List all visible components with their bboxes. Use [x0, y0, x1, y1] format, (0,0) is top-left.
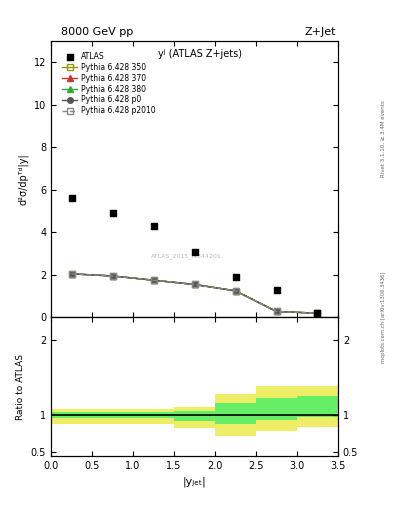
Pythia 6.428 p2010	[274, 308, 279, 314]
Bar	[51, 412, 92, 418]
Pythia 6.428 370	[315, 310, 320, 316]
Bar	[297, 396, 338, 417]
Text: mcplots.cern.ch [arXiv:1306.3436]: mcplots.cern.ch [arXiv:1306.3436]	[381, 272, 386, 363]
Line: Pythia 6.428 p0: Pythia 6.428 p0	[69, 271, 320, 316]
Line: Pythia 6.428 p2010: Pythia 6.428 p2010	[69, 271, 320, 316]
Pythia 6.428 p0	[315, 310, 320, 316]
Text: Z+Jet: Z+Jet	[305, 27, 336, 37]
Line: Pythia 6.428 380: Pythia 6.428 380	[69, 271, 320, 316]
Bar	[133, 412, 174, 418]
Bar	[256, 386, 297, 431]
Pythia 6.428 350	[315, 310, 320, 316]
ATLAS	[151, 222, 157, 230]
Line: Pythia 6.428 370: Pythia 6.428 370	[69, 271, 320, 316]
Pythia 6.428 370	[192, 282, 197, 288]
Pythia 6.428 370	[233, 288, 238, 294]
ATLAS	[274, 286, 280, 294]
Pythia 6.428 350	[151, 277, 156, 283]
Bar	[174, 407, 215, 428]
ATLAS	[109, 209, 116, 217]
Text: 8000 GeV pp: 8000 GeV pp	[61, 27, 133, 37]
Pythia 6.428 p2010	[315, 310, 320, 316]
Pythia 6.428 p0	[233, 288, 238, 294]
Bar	[297, 386, 338, 426]
Y-axis label: d²σ/dpᵀᵈ|y|: d²σ/dpᵀᵈ|y|	[18, 153, 28, 205]
Pythia 6.428 380	[315, 310, 320, 316]
Pythia 6.428 350	[233, 288, 238, 294]
Pythia 6.428 370	[151, 277, 156, 283]
Pythia 6.428 p2010	[151, 277, 156, 283]
Bar	[256, 398, 297, 420]
Bar	[174, 411, 215, 420]
Pythia 6.428 p0	[274, 308, 279, 314]
Pythia 6.428 350	[69, 271, 74, 277]
Bar	[133, 409, 174, 423]
Bar	[51, 409, 92, 423]
Text: ATLAS_2015_I1344201: ATLAS_2015_I1344201	[151, 254, 221, 260]
Text: yʲ (ATLAS Z+jets): yʲ (ATLAS Z+jets)	[158, 49, 242, 59]
Pythia 6.428 380	[192, 282, 197, 288]
Pythia 6.428 380	[69, 271, 74, 277]
Legend: ATLAS, Pythia 6.428 350, Pythia 6.428 370, Pythia 6.428 380, Pythia 6.428 p0, Py: ATLAS, Pythia 6.428 350, Pythia 6.428 37…	[61, 50, 157, 117]
Line: Pythia 6.428 350: Pythia 6.428 350	[69, 271, 320, 316]
ATLAS	[68, 194, 75, 202]
ATLAS	[314, 309, 321, 317]
Pythia 6.428 380	[274, 308, 279, 314]
Pythia 6.428 370	[69, 271, 74, 277]
Bar	[215, 394, 256, 436]
Y-axis label: Ratio to ATLAS: Ratio to ATLAS	[16, 354, 25, 419]
Pythia 6.428 p2010	[192, 282, 197, 288]
ATLAS	[191, 247, 198, 255]
X-axis label: |yⱼₑₜ|: |yⱼₑₜ|	[183, 476, 206, 486]
Pythia 6.428 p0	[151, 277, 156, 283]
Text: Rivet 3.1.10, ≥ 3.4M events: Rivet 3.1.10, ≥ 3.4M events	[381, 100, 386, 177]
Bar	[92, 412, 133, 418]
Pythia 6.428 380	[233, 288, 238, 294]
Pythia 6.428 p0	[192, 282, 197, 288]
Pythia 6.428 350	[110, 273, 115, 279]
Bar	[215, 403, 256, 423]
Pythia 6.428 p2010	[110, 273, 115, 279]
Pythia 6.428 p0	[69, 271, 74, 277]
Pythia 6.428 p0	[110, 273, 115, 279]
Pythia 6.428 370	[274, 308, 279, 314]
Pythia 6.428 380	[151, 277, 156, 283]
Pythia 6.428 380	[110, 273, 115, 279]
Pythia 6.428 350	[274, 308, 279, 314]
ATLAS	[232, 273, 239, 281]
Pythia 6.428 p2010	[233, 288, 238, 294]
Pythia 6.428 370	[110, 273, 115, 279]
Pythia 6.428 p2010	[69, 271, 74, 277]
Pythia 6.428 350	[192, 282, 197, 288]
Bar	[92, 409, 133, 423]
